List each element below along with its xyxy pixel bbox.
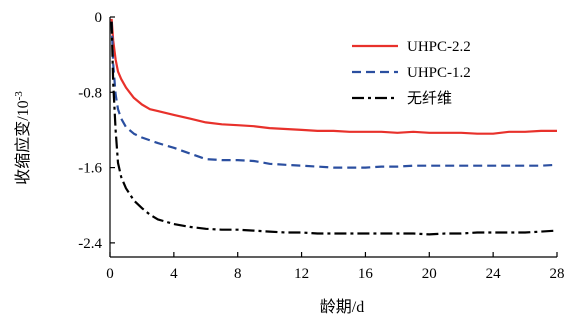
y-axis-title: 收缩应变/10-3 <box>13 91 32 185</box>
x-tick-label: 0 <box>106 266 114 282</box>
y-tick-label: -0.8 <box>78 85 102 101</box>
y-axis-title-main: 收缩应变/10 <box>13 100 32 184</box>
x-axis-title: 龄期/d <box>320 298 364 316</box>
legend-label-0: UHPC-2.2 <box>407 39 471 55</box>
legend-label-1: UHPC-1.2 <box>407 65 471 81</box>
x-tick-label: 12 <box>294 266 309 282</box>
series-line-1 <box>110 21 558 169</box>
legend: UHPC-2.2 UHPC-1.2 无纤维 <box>352 39 471 107</box>
tick-labels: 0 4 8 12 16 20 24 28 0 -0.8 -1.6 -2.4 <box>78 10 564 282</box>
x-tick-label: 16 <box>358 266 374 282</box>
legend-label-2: 无纤维 <box>407 90 452 107</box>
series-lines <box>110 18 558 236</box>
x-tick-label: 20 <box>422 266 437 282</box>
y-tick-label: 0 <box>95 10 103 26</box>
y-tick-label: -1.6 <box>78 161 102 177</box>
y-axis-title-exponent: -3 <box>13 91 25 101</box>
x-tick-label: 28 <box>550 266 565 282</box>
x-tick-label: 4 <box>170 266 178 282</box>
y-tick-label: -2.4 <box>78 236 102 252</box>
x-tick-label: 24 <box>486 266 502 282</box>
series-line-0 <box>110 18 557 135</box>
x-tick-label: 8 <box>234 266 242 282</box>
axes <box>109 16 558 258</box>
series-line-2 <box>110 21 558 236</box>
